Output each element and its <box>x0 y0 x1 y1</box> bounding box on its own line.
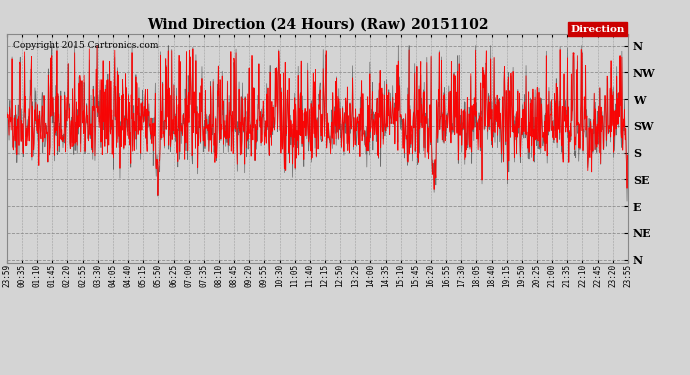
Text: Direction: Direction <box>571 25 625 34</box>
Text: Copyright 2015 Cartronics.com: Copyright 2015 Cartronics.com <box>13 40 159 50</box>
Title: Wind Direction (24 Hours) (Raw) 20151102: Wind Direction (24 Hours) (Raw) 20151102 <box>147 17 488 31</box>
